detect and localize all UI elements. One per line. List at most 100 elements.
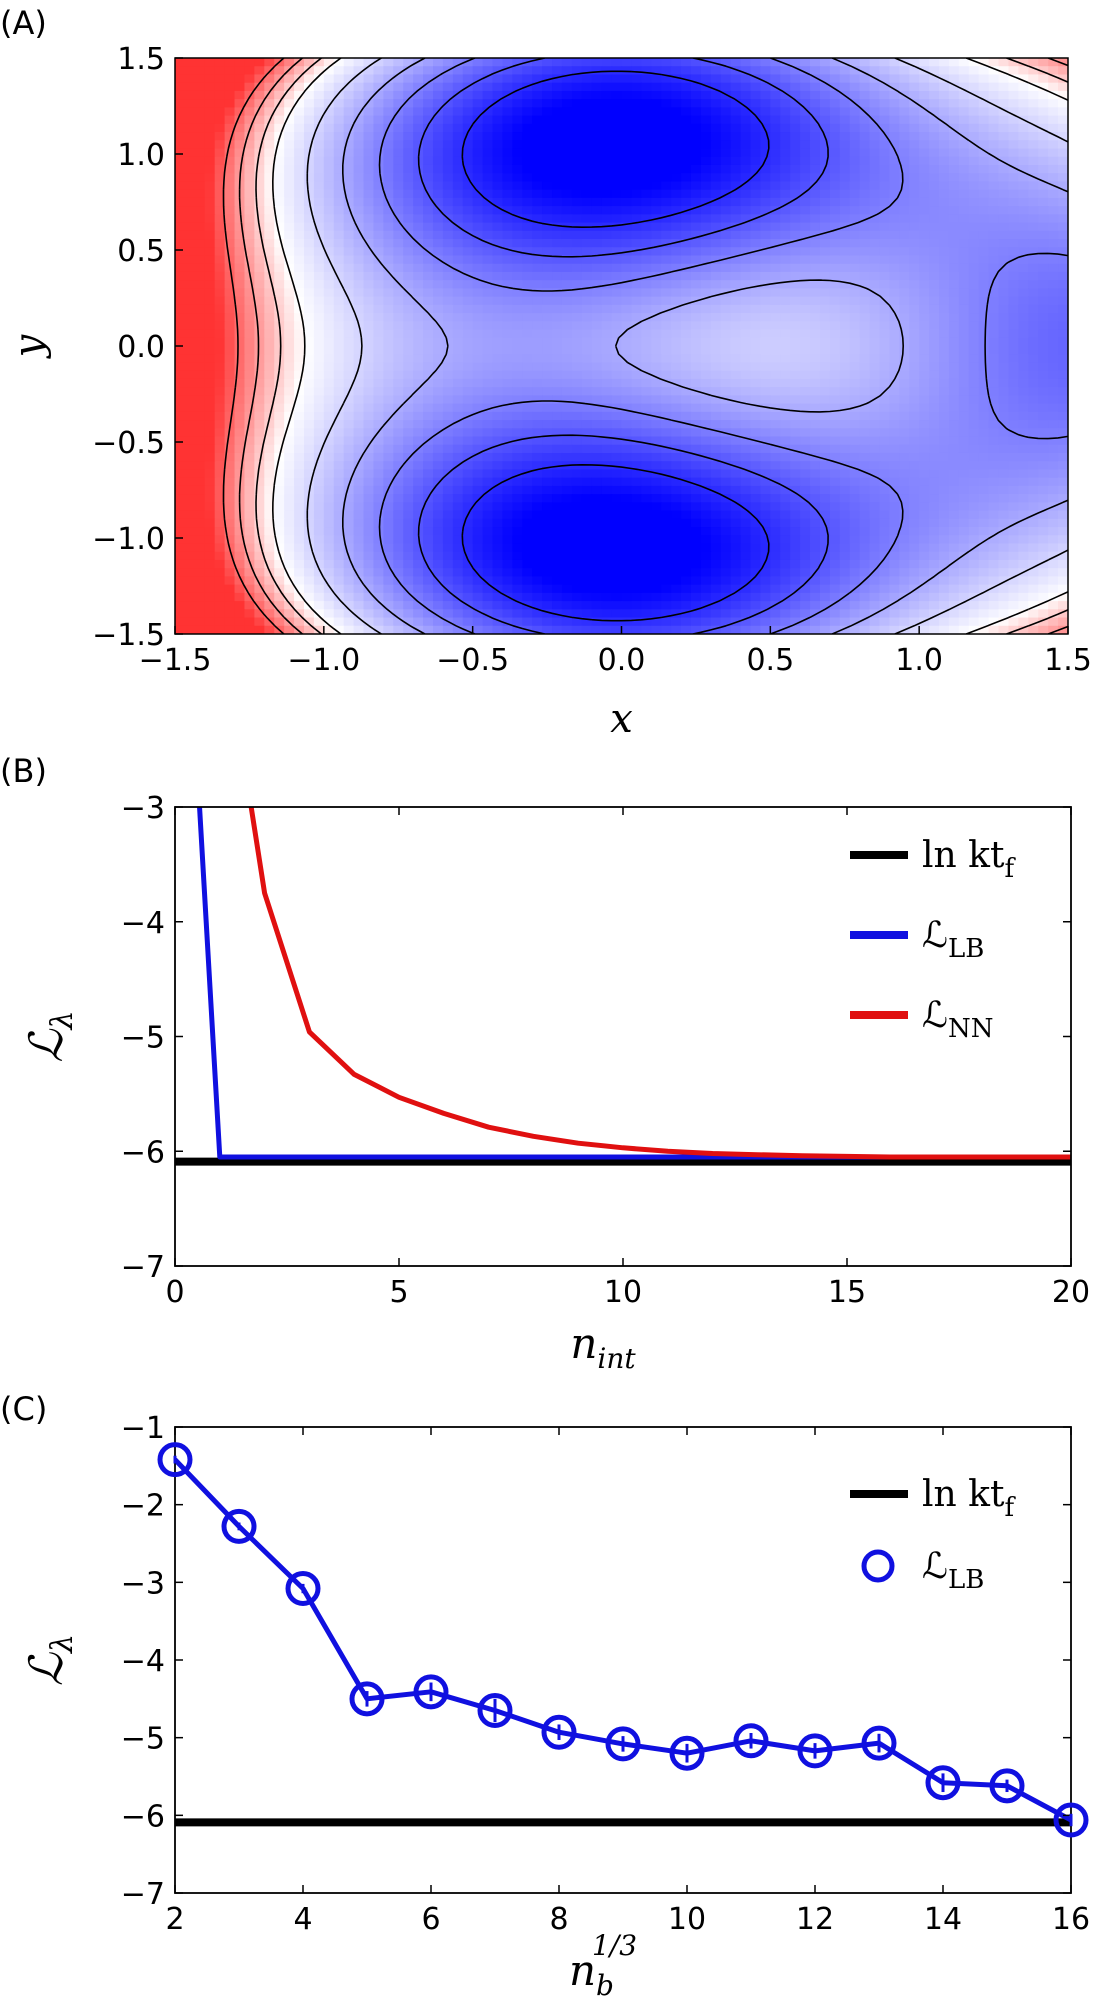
heatmap-cell bbox=[998, 247, 1010, 257]
heatmap-cell bbox=[859, 313, 871, 322]
heatmap-cell bbox=[591, 510, 603, 520]
heatmap-cell bbox=[958, 354, 970, 364]
heatmap-cell bbox=[581, 494, 593, 503]
heatmap-cell bbox=[939, 494, 950, 503]
heatmap-cell bbox=[710, 247, 722, 257]
heatmap-cell bbox=[363, 337, 375, 347]
heatmap-cell bbox=[482, 280, 494, 289]
heatmap-cell bbox=[948, 230, 960, 240]
heatmap-cell bbox=[611, 420, 623, 429]
heatmap-cell bbox=[184, 156, 196, 166]
heatmap-cell bbox=[1048, 214, 1059, 224]
heatmap-cell bbox=[750, 444, 762, 454]
heatmap-cell bbox=[1038, 197, 1049, 207]
heatmap-cell bbox=[919, 346, 930, 355]
heatmap-cell bbox=[522, 387, 533, 396]
heatmap-cell bbox=[939, 485, 950, 495]
heatmap-cell bbox=[819, 444, 831, 454]
heatmap-cell bbox=[681, 107, 692, 117]
heatmap-cell bbox=[879, 271, 890, 281]
heatmap-cell bbox=[929, 74, 940, 84]
heatmap-cell bbox=[224, 239, 236, 248]
heatmap-cell bbox=[175, 107, 186, 117]
heatmap-cell bbox=[780, 485, 791, 495]
heatmap-cell bbox=[303, 362, 315, 372]
heatmap-cell bbox=[948, 452, 960, 462]
heatmap-cell bbox=[184, 387, 196, 396]
heatmap-cell bbox=[274, 82, 285, 92]
heatmap-cell bbox=[671, 280, 682, 289]
heatmap-cell bbox=[303, 206, 315, 215]
heatmap-cell bbox=[254, 123, 265, 133]
heatmap-cell bbox=[859, 329, 871, 339]
heatmap-cell bbox=[760, 494, 771, 503]
heatmap-cell bbox=[472, 115, 484, 125]
heatmap-cell bbox=[621, 58, 633, 67]
heatmap-cell bbox=[690, 181, 702, 191]
heatmap-cell bbox=[869, 321, 881, 331]
heatmap-cell bbox=[899, 403, 910, 413]
heatmap-cell bbox=[303, 156, 315, 166]
heatmap-cell bbox=[1058, 247, 1068, 257]
heatmap-cell bbox=[492, 58, 504, 67]
heatmap-cell bbox=[1048, 411, 1059, 421]
heatmap-cell bbox=[452, 296, 464, 306]
heatmap-cell bbox=[780, 140, 791, 150]
heatmap-cell bbox=[323, 378, 335, 388]
heatmap-cell bbox=[512, 362, 523, 372]
heatmap-cell bbox=[502, 280, 513, 289]
heatmap-cell bbox=[939, 140, 950, 150]
heatmap-cell bbox=[770, 181, 781, 191]
heatmap-cell bbox=[214, 58, 226, 67]
heatmap-cell bbox=[839, 247, 851, 257]
heatmap-cell bbox=[502, 74, 513, 84]
heatmap-cell bbox=[403, 66, 414, 76]
heatmap-cell bbox=[343, 181, 355, 191]
heatmap-cell bbox=[294, 387, 305, 396]
heatmap-cell bbox=[581, 181, 593, 191]
heatmap-cell bbox=[939, 58, 950, 67]
heatmap-cell bbox=[502, 123, 513, 133]
heatmap-cell bbox=[423, 82, 434, 92]
heatmap-cell bbox=[899, 74, 910, 84]
heatmap-cell bbox=[264, 140, 275, 150]
heatmap-cell bbox=[214, 255, 226, 265]
heatmap-cell bbox=[690, 346, 702, 355]
heatmap-cell bbox=[978, 280, 990, 289]
heatmap-cell bbox=[363, 280, 375, 289]
heatmap-cell bbox=[542, 288, 553, 298]
heatmap-cell bbox=[948, 337, 960, 347]
heatmap-cell bbox=[502, 181, 513, 191]
heatmap-cell bbox=[502, 436, 513, 446]
heatmap-cell bbox=[1008, 99, 1019, 108]
heatmap-cell bbox=[1018, 148, 1029, 158]
heatmap-cell bbox=[571, 444, 583, 454]
heatmap-cell bbox=[184, 239, 196, 248]
heatmap-cell bbox=[571, 107, 583, 117]
heatmap-cell bbox=[621, 173, 633, 183]
heatmap-cell bbox=[591, 206, 603, 215]
heatmap-cell bbox=[175, 354, 186, 364]
heatmap-cell bbox=[393, 387, 404, 396]
heatmap-cell bbox=[710, 82, 722, 92]
heatmap-cell bbox=[492, 148, 504, 158]
heatmap-cell bbox=[611, 296, 623, 306]
heatmap-cell bbox=[323, 197, 335, 207]
heatmap-cell bbox=[948, 313, 960, 322]
heatmap-cell bbox=[522, 255, 533, 265]
heatmap-cell bbox=[849, 197, 861, 207]
heatmap-cell bbox=[740, 74, 752, 84]
heatmap-cell bbox=[571, 206, 583, 215]
heatmap-cell bbox=[532, 140, 543, 150]
heatmap-cell bbox=[700, 395, 712, 405]
heatmap-cell bbox=[591, 403, 603, 413]
heatmap-cell bbox=[561, 329, 573, 339]
heatmap-cell bbox=[552, 164, 563, 174]
heatmap-cell bbox=[333, 288, 345, 298]
heatmap-cell bbox=[641, 296, 652, 306]
heatmap-cell bbox=[472, 197, 484, 207]
heatmap-cell bbox=[363, 502, 375, 512]
heatmap-cell bbox=[393, 271, 404, 281]
heatmap-cell bbox=[522, 263, 533, 273]
heatmap-cell bbox=[899, 156, 910, 166]
